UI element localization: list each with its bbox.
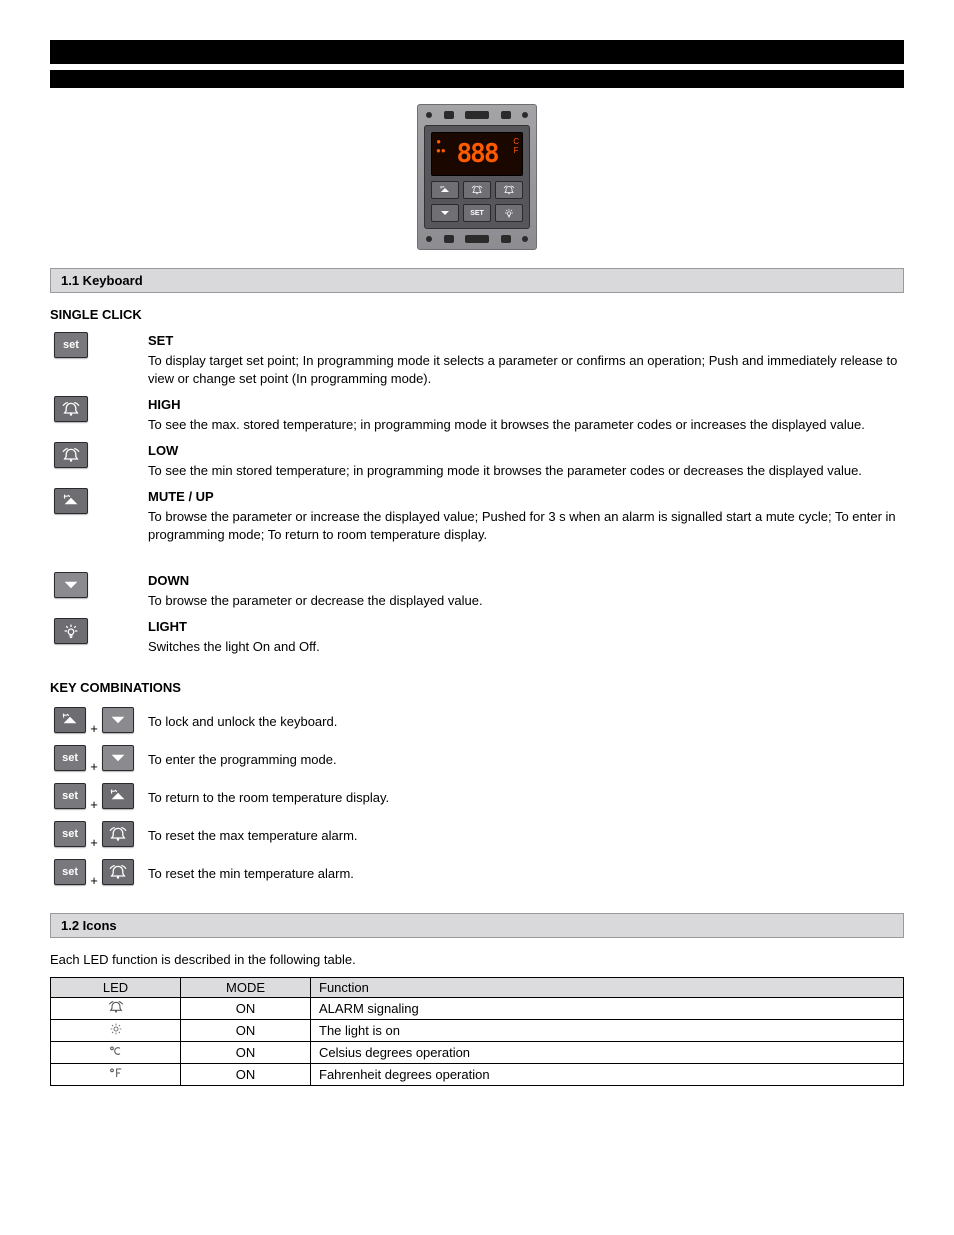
- combo-set-mute-desc: To return to the room temperature displa…: [148, 783, 904, 807]
- mute-up-button-icon: [102, 783, 134, 809]
- lcd-indicator-dots: ● ●●: [436, 137, 446, 155]
- table-row: ONFahrenheit degrees operation: [51, 1064, 904, 1086]
- high-button-icon: [54, 396, 88, 422]
- led-col-mode: MODE: [181, 978, 311, 998]
- down-key-desc: To browse the parameter or decrease the …: [148, 592, 904, 610]
- down-button-icon: [102, 745, 134, 771]
- led-col-led: LED: [51, 978, 181, 998]
- down-button-icon: [54, 572, 88, 598]
- low-button-icon: [102, 859, 134, 885]
- table-row: ONCelsius degrees operation: [51, 1042, 904, 1064]
- combo-set-low-desc: To reset the min temperature alarm.: [148, 859, 904, 883]
- set-button-icon: set: [54, 821, 86, 847]
- led-table: LED MODE Function ONALARM signalingONThe…: [50, 977, 904, 1086]
- device-set-button[interactable]: SET: [463, 204, 491, 222]
- led-col-fn: Function: [311, 978, 904, 998]
- lcd-unit-indicators: CF: [513, 137, 519, 155]
- led-function: The light is on: [311, 1020, 904, 1042]
- light-icon: [59, 1022, 172, 1036]
- light-button-icon: [54, 618, 88, 644]
- led-function: ALARM signaling: [311, 998, 904, 1020]
- combo-set-down-desc: To enter the programming mode.: [148, 745, 904, 769]
- light-key-name: LIGHT: [148, 618, 904, 636]
- device-high-button[interactable]: [495, 181, 523, 199]
- table-row: ONALARM signaling: [51, 998, 904, 1020]
- device-lcd: ● ●● 888 CF: [431, 132, 523, 176]
- device-low-button[interactable]: [463, 181, 491, 199]
- set-button-icon: set: [54, 859, 86, 885]
- low-button-icon: [54, 442, 88, 468]
- single-click-title: SINGLE CLICK: [50, 307, 904, 322]
- led-function: Fahrenheit degrees operation: [311, 1064, 904, 1086]
- combo-set-mute: set + To return to the room temperature …: [50, 783, 904, 813]
- key-row-high: HIGH To see the max. stored temperature;…: [50, 396, 904, 434]
- key-row-mute-up: MUTE / UP To browse the parameter or inc…: [50, 488, 904, 544]
- combo-set-down: set + To enter the programming mode.: [50, 745, 904, 775]
- high-button-icon: [102, 821, 134, 847]
- low-key-name: LOW: [148, 442, 904, 460]
- title-bar-1: [50, 40, 904, 64]
- key-row-set: set SET To display target set point; In …: [50, 332, 904, 388]
- set-button-icon: set: [54, 745, 86, 771]
- combo-mute-down-desc: To lock and unlock the keyboard.: [148, 707, 904, 731]
- low-key-desc: To see the min stored temperature; in pr…: [148, 462, 904, 480]
- lcd-digits: 888: [457, 139, 498, 169]
- plus-icon: +: [90, 873, 98, 888]
- degf-icon: [59, 1066, 172, 1080]
- high-key-desc: To see the max. stored temperature; in p…: [148, 416, 904, 434]
- light-key-desc: Switches the light On and Off.: [148, 638, 904, 656]
- mute-up-key-desc: To browse the parameter or increase the …: [148, 508, 904, 544]
- title-bar-2: [50, 70, 904, 88]
- device-illustration: ● ●● 888 CF SET: [50, 104, 904, 250]
- mute-up-button-icon: [54, 488, 88, 514]
- plus-icon: +: [90, 759, 98, 774]
- key-row-down: DOWN To browse the parameter or decrease…: [50, 572, 904, 610]
- section-keyboard-header: 1.1 Keyboard: [50, 268, 904, 293]
- down-key-name: DOWN: [148, 572, 904, 590]
- down-button-icon: [102, 707, 134, 733]
- plus-icon: +: [90, 835, 98, 850]
- mute-up-button-icon: [54, 707, 86, 733]
- combo-title: KEY COMBINATIONS: [50, 680, 904, 695]
- set-button-icon: set: [54, 783, 86, 809]
- high-key-name: HIGH: [148, 396, 904, 414]
- device-light-button[interactable]: [495, 204, 523, 222]
- led-mode: ON: [181, 1020, 311, 1042]
- key-row-light: LIGHT Switches the light On and Off.: [50, 618, 904, 656]
- set-key-name: SET: [148, 332, 904, 350]
- led-function: Celsius degrees operation: [311, 1042, 904, 1064]
- combo-mute-down: + To lock and unlock the keyboard.: [50, 707, 904, 737]
- alarm-icon: [59, 1000, 172, 1014]
- led-mode: ON: [181, 998, 311, 1020]
- icons-intro-text: Each LED function is described in the fo…: [50, 952, 904, 967]
- set-key-desc: To display target set point; In programm…: [148, 352, 904, 388]
- key-row-low: LOW To see the min stored temperature; i…: [50, 442, 904, 480]
- set-button-icon: set: [54, 332, 88, 358]
- table-row: ONThe light is on: [51, 1020, 904, 1042]
- plus-icon: +: [90, 797, 98, 812]
- led-mode: ON: [181, 1064, 311, 1086]
- combo-set-low: set + To reset the min temperature alarm…: [50, 859, 904, 889]
- device-down-button[interactable]: [431, 204, 459, 222]
- mute-up-key-name: MUTE / UP: [148, 488, 904, 506]
- plus-icon: +: [90, 721, 98, 736]
- device-mute-up-button[interactable]: [431, 181, 459, 199]
- degc-icon: [59, 1044, 172, 1058]
- combo-set-high-desc: To reset the max temperature alarm.: [148, 821, 904, 845]
- led-mode: ON: [181, 1042, 311, 1064]
- section-icons-header: 1.2 Icons: [50, 913, 904, 938]
- combo-set-high: set + To reset the max temperature alarm…: [50, 821, 904, 851]
